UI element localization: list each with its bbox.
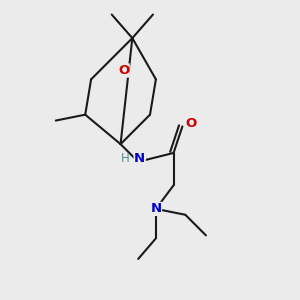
Text: N: N	[150, 202, 161, 215]
Text: H: H	[121, 152, 129, 165]
Text: N: N	[134, 152, 145, 165]
Text: O: O	[118, 64, 129, 77]
Text: O: O	[186, 117, 197, 130]
